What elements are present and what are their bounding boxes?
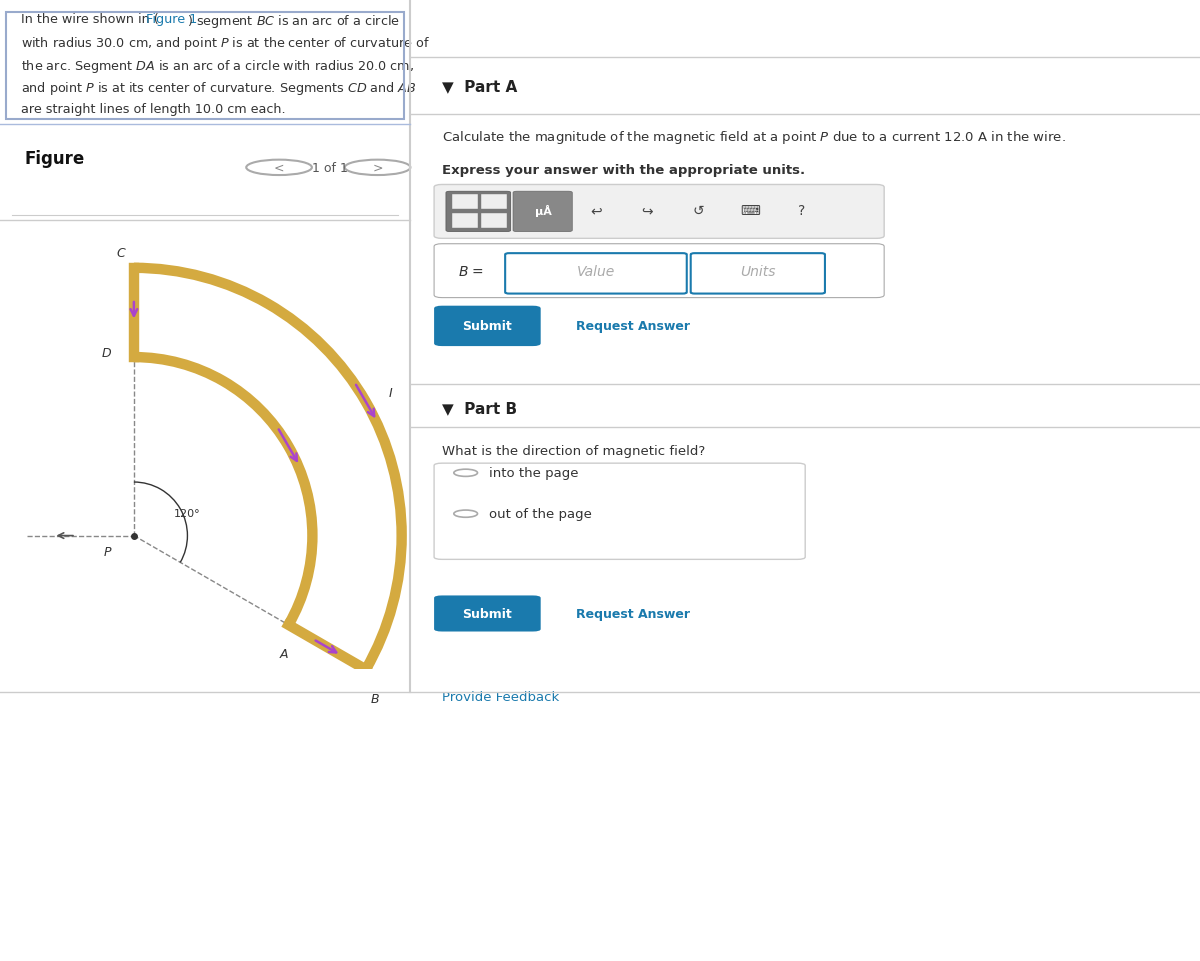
Text: In the wire shown in (: In the wire shown in ( — [20, 12, 158, 26]
Text: Value: Value — [577, 264, 616, 279]
Text: What is the direction of magnetic field?: What is the direction of magnetic field? — [442, 444, 706, 457]
Text: out of the page: out of the page — [490, 507, 593, 521]
FancyBboxPatch shape — [514, 192, 572, 233]
Text: ▼  Part A: ▼ Part A — [442, 79, 517, 94]
Bar — [452, 213, 479, 229]
Text: ↩: ↩ — [590, 204, 601, 218]
Text: the arc. Segment $\mathit{DA}$ is an arc of a circle with radius 20.0 cm,: the arc. Segment $\mathit{DA}$ is an arc… — [20, 58, 414, 74]
Text: ⌨: ⌨ — [740, 204, 760, 218]
FancyBboxPatch shape — [434, 307, 541, 347]
Text: >: > — [372, 161, 383, 175]
Text: $B$ =: $B$ = — [457, 264, 484, 279]
FancyBboxPatch shape — [434, 463, 805, 559]
Text: Request Answer: Request Answer — [576, 607, 690, 621]
Text: Calculate the magnitude of the magnetic field at a point $\mathit{P}$ due to a c: Calculate the magnitude of the magnetic … — [442, 129, 1066, 146]
Text: D: D — [102, 347, 112, 359]
Text: ▼  Part B: ▼ Part B — [442, 401, 517, 416]
FancyBboxPatch shape — [434, 185, 884, 239]
FancyBboxPatch shape — [446, 192, 511, 233]
Text: P: P — [104, 545, 112, 558]
Bar — [452, 195, 479, 209]
Text: ↺: ↺ — [692, 204, 704, 218]
Text: Submit: Submit — [462, 607, 512, 621]
Bar — [481, 195, 506, 209]
Text: into the page: into the page — [490, 467, 578, 480]
Text: with radius 30.0 cm, and point $\mathit{P}$ is at the center of curvature of: with radius 30.0 cm, and point $\mathit{… — [20, 35, 430, 52]
Text: 1 of 1: 1 of 1 — [312, 161, 348, 175]
Text: ) segment $\mathit{BC}$ is an arc of a circle: ) segment $\mathit{BC}$ is an arc of a c… — [187, 12, 400, 30]
Text: B: B — [371, 692, 379, 705]
Text: Submit: Submit — [462, 320, 512, 333]
Text: ↪: ↪ — [642, 204, 653, 218]
Text: Units: Units — [740, 264, 775, 279]
FancyBboxPatch shape — [434, 244, 884, 298]
Text: 120°: 120° — [174, 508, 200, 519]
Text: ?: ? — [798, 204, 805, 218]
Text: Request Answer: Request Answer — [576, 320, 690, 333]
Text: $I$: $I$ — [388, 387, 394, 400]
Text: are straight lines of length 10.0 cm each.: are straight lines of length 10.0 cm eac… — [20, 103, 286, 115]
Text: Provide Feedback: Provide Feedback — [442, 690, 559, 703]
Bar — [481, 213, 506, 229]
Text: Express your answer with the appropriate units.: Express your answer with the appropriate… — [442, 163, 805, 177]
Text: Figure: Figure — [25, 150, 85, 167]
FancyBboxPatch shape — [691, 254, 824, 294]
FancyBboxPatch shape — [434, 596, 541, 632]
Text: C: C — [116, 247, 125, 259]
FancyBboxPatch shape — [505, 254, 686, 294]
Text: μÅ: μÅ — [535, 205, 552, 217]
Text: <: < — [274, 161, 284, 175]
Text: and point $\mathit{P}$ is at its center of curvature. Segments $\mathit{CD}$ and: and point $\mathit{P}$ is at its center … — [20, 80, 416, 97]
Text: Figure 1: Figure 1 — [145, 12, 197, 26]
Text: A: A — [280, 648, 288, 660]
